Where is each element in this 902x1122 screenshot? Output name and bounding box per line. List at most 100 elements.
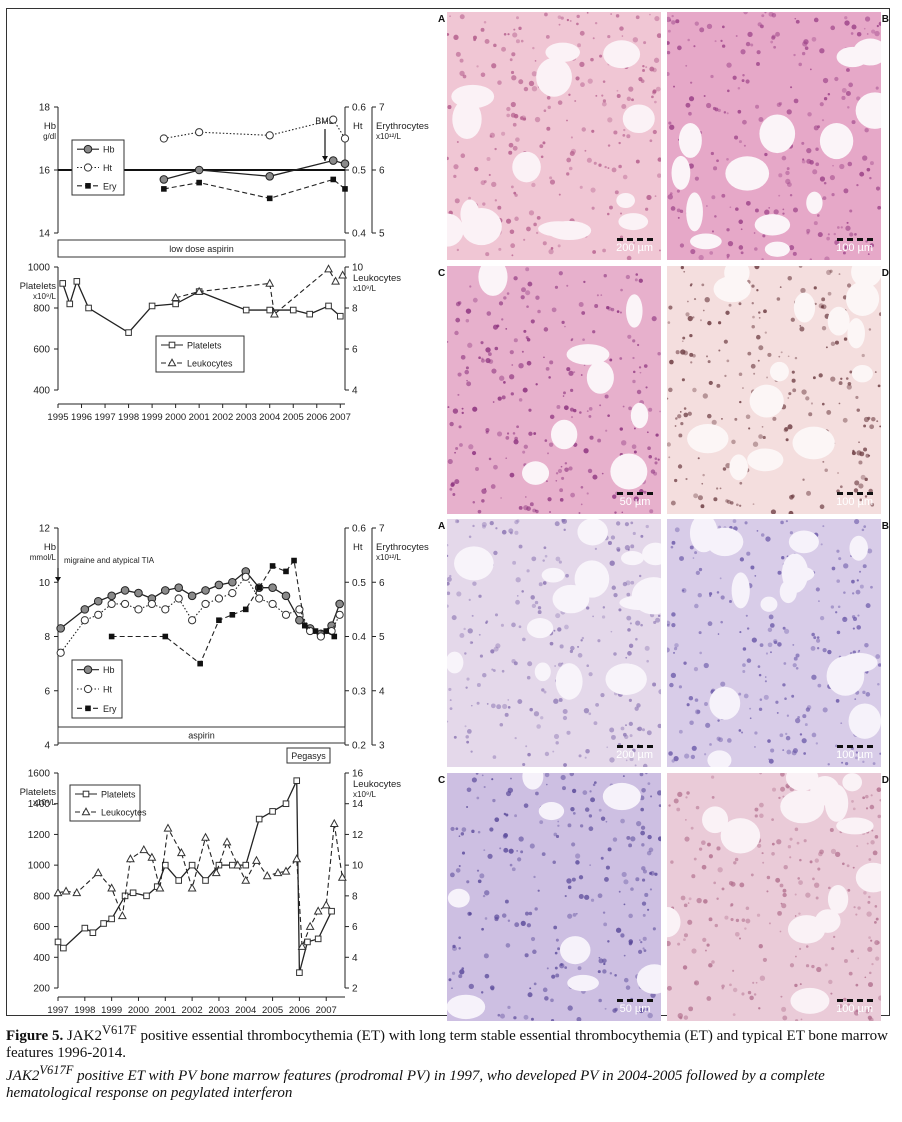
cell-nucleus [793, 656, 798, 661]
y-axis-label-right: Erythrocytes [376, 121, 429, 132]
cell-nucleus [609, 972, 613, 975]
cell-nucleus [643, 364, 648, 368]
cell-nucleus [475, 467, 479, 471]
cell-nucleus [758, 944, 763, 949]
cell-nucleus [821, 402, 825, 406]
cell-nucleus [870, 939, 873, 942]
cell-nucleus [847, 106, 850, 109]
x-tick-label: 1997 [94, 412, 115, 423]
cell-nucleus [865, 692, 871, 697]
cell-nucleus [586, 157, 592, 163]
cell-nucleus [766, 875, 771, 880]
cell-nucleus [564, 966, 568, 970]
cell-nucleus [713, 497, 718, 502]
cell-nucleus [590, 57, 594, 62]
cell-nucleus [770, 509, 777, 514]
cell-nucleus [628, 698, 632, 702]
cell-nucleus [540, 716, 544, 720]
cell-nucleus [792, 251, 797, 256]
cell-nucleus [677, 1013, 683, 1019]
cell-nucleus [841, 95, 846, 101]
cell-nucleus [636, 703, 641, 708]
cell-nucleus [614, 190, 619, 195]
cell-nucleus [864, 495, 868, 498]
fat-vacuole [671, 155, 691, 190]
cell-nucleus [802, 478, 805, 481]
legend-label: Leukocytes [187, 359, 233, 369]
cell-nucleus [829, 269, 833, 273]
cell-nucleus [817, 867, 821, 871]
cell-nucleus [667, 940, 671, 947]
cell-nucleus [522, 387, 528, 393]
cell-nucleus [856, 32, 862, 37]
micrograph-panel-d: D 100 µm [667, 266, 889, 514]
cell-nucleus [498, 301, 504, 306]
cell-nucleus [716, 159, 719, 163]
data-point [312, 628, 319, 634]
cell-nucleus [459, 969, 465, 975]
cell-nucleus [755, 981, 758, 984]
scale-bar-label: 100 µm [836, 496, 873, 508]
fat-vacuole [779, 580, 797, 604]
cell-nucleus [506, 432, 510, 435]
cell-nucleus [775, 877, 781, 883]
data-point [269, 808, 276, 815]
cell-nucleus [828, 979, 833, 985]
cell-nucleus [756, 50, 761, 55]
cell-nucleus [768, 12, 774, 17]
data-point [252, 855, 261, 864]
cell-nucleus [685, 312, 690, 317]
cell-nucleus [528, 911, 533, 916]
cell-nucleus [668, 121, 672, 125]
cell-nucleus [857, 957, 860, 960]
cell-nucleus [468, 535, 472, 539]
cell-nucleus [673, 85, 675, 88]
cell-nucleus [805, 396, 810, 401]
cell-nucleus [775, 700, 779, 704]
cell-nucleus [709, 594, 712, 597]
cell-nucleus [868, 936, 871, 939]
cell-nucleus [829, 828, 834, 833]
cell-nucleus [747, 351, 752, 356]
cell-nucleus [588, 414, 592, 418]
cell-nucleus [780, 995, 783, 998]
fat-vacuole [848, 703, 881, 739]
cell-nucleus [477, 830, 481, 834]
fat-vacuole [855, 862, 881, 893]
cell-nucleus [569, 150, 575, 156]
cell-nucleus [614, 511, 617, 514]
cell-nucleus [782, 208, 785, 211]
cell-nucleus [564, 894, 567, 898]
micrograph-texture [447, 519, 661, 767]
cell-nucleus [794, 356, 798, 360]
cell-nucleus [555, 472, 559, 475]
cell-nucleus [620, 933, 625, 938]
cell-nucleus [634, 764, 637, 767]
y-axis-label-right: Leukocytes [353, 779, 401, 790]
data-point [89, 929, 97, 937]
cell-nucleus [702, 937, 707, 943]
cell-nucleus [756, 334, 761, 340]
cell-nucleus [535, 509, 537, 512]
cell-nucleus [601, 615, 606, 619]
y-tick-label-right: 4 [352, 386, 358, 397]
cell-nucleus [767, 627, 773, 633]
cell-nucleus [685, 64, 688, 67]
cell-nucleus [688, 1006, 694, 1012]
cell-nucleus [457, 301, 462, 305]
cell-nucleus [611, 734, 616, 740]
cell-nucleus [753, 232, 756, 234]
cell-nucleus [756, 913, 761, 917]
cell-nucleus [581, 311, 586, 315]
fat-vacuole [619, 595, 661, 610]
annotation-arrowhead [322, 156, 328, 161]
cell-nucleus [533, 222, 537, 227]
cell-nucleus [689, 720, 694, 725]
cell-nucleus [609, 727, 615, 733]
cell-nucleus [667, 29, 671, 33]
cell-nucleus [562, 786, 566, 791]
cell-nucleus [518, 544, 523, 549]
cell-nucleus [720, 620, 723, 624]
cell-nucleus [553, 925, 558, 930]
cell-nucleus [601, 101, 607, 107]
